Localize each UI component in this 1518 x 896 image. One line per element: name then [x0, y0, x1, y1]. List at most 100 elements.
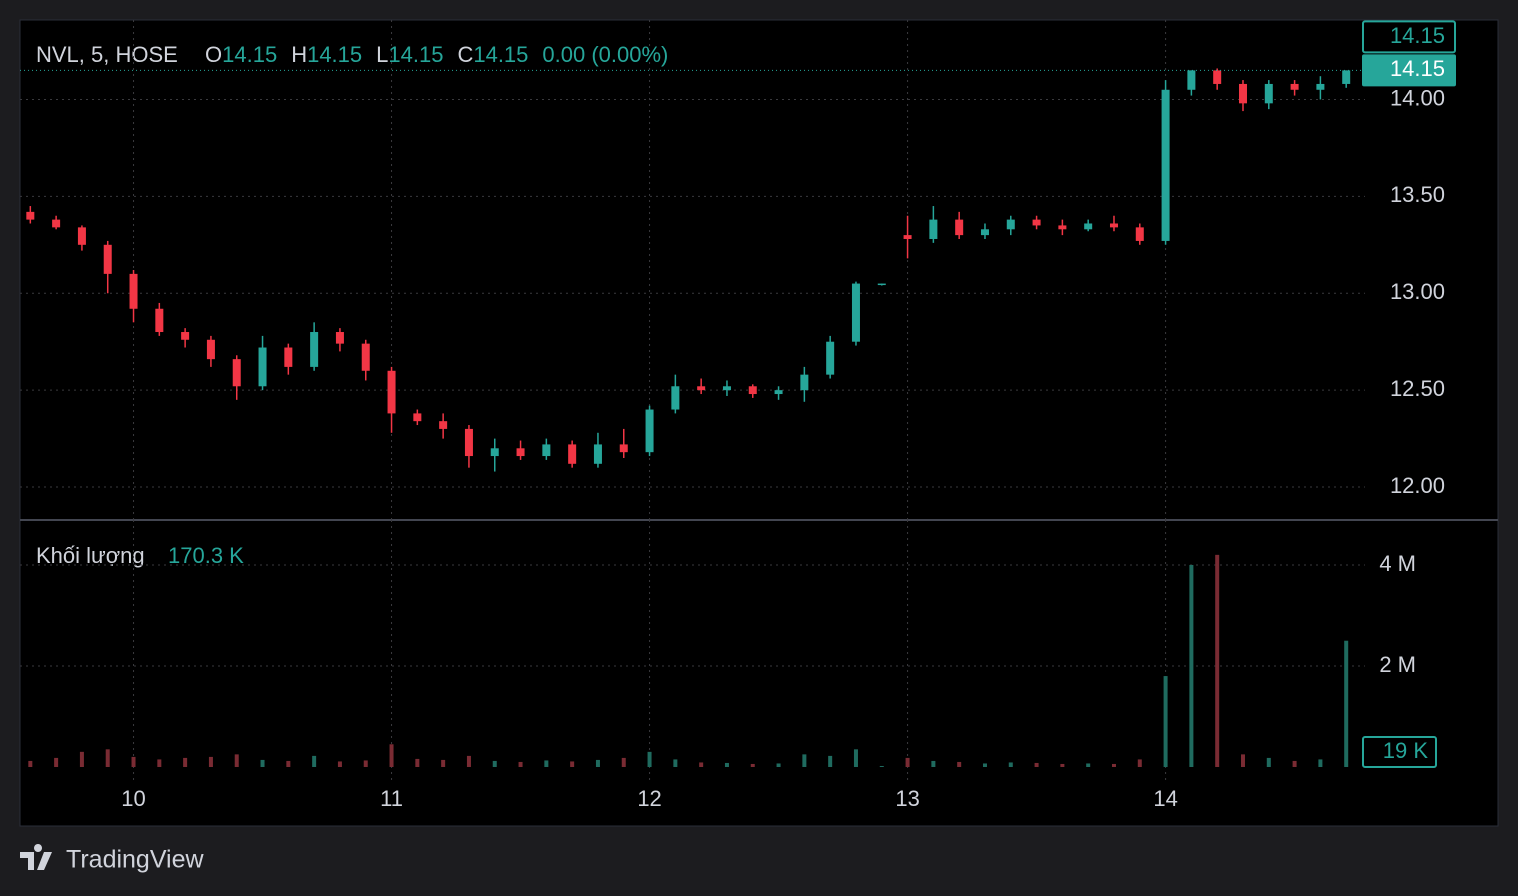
legend-change: 0.00 (0.00%)	[542, 42, 668, 67]
legend-key: L	[376, 42, 388, 67]
candle-body	[439, 421, 448, 429]
candle-body	[516, 448, 525, 457]
volume-bar	[337, 761, 342, 767]
candle-body	[258, 347, 267, 387]
volume-bar	[105, 749, 110, 767]
volume-bar	[1060, 763, 1065, 767]
candle-body	[1316, 83, 1325, 90]
volume-bar	[183, 757, 188, 767]
x-tick-label: 13	[895, 786, 919, 811]
candle-body	[361, 343, 370, 371]
candle-body	[1135, 227, 1144, 241]
volume-bar	[570, 761, 575, 767]
candle-body	[748, 386, 757, 395]
candle-body	[1187, 70, 1196, 90]
volume-bar	[234, 754, 239, 767]
candle-body	[335, 332, 344, 344]
candle-body	[851, 283, 860, 342]
candle-body	[52, 219, 61, 228]
volume-bar	[1344, 640, 1349, 767]
volume-bar	[853, 749, 858, 767]
y-tick-label: 12.50	[1390, 376, 1445, 401]
volume-bar	[1163, 676, 1168, 767]
volume-bar	[415, 758, 420, 767]
y-tick-label: 13.50	[1390, 182, 1445, 207]
volume-bar	[1008, 762, 1013, 767]
volume-bar	[1086, 763, 1091, 767]
chart-frame	[19, 19, 1499, 827]
candle-body	[722, 386, 731, 391]
brand-name: TradingView	[66, 846, 205, 874]
candle-body	[1342, 70, 1351, 84]
legend-value: 14.15	[307, 42, 362, 67]
candle-body	[206, 339, 215, 360]
candle-body	[542, 444, 551, 457]
candle-body	[826, 341, 835, 375]
volume-bar	[828, 755, 833, 767]
volume-bar	[1034, 762, 1039, 767]
candle-body	[697, 386, 706, 391]
volume-bar	[957, 761, 962, 767]
candle-body	[568, 444, 577, 464]
candle-body	[310, 332, 319, 367]
volume-bar	[1266, 757, 1271, 767]
volume-bar	[286, 760, 291, 767]
candle-body	[284, 347, 293, 367]
volume-bar	[28, 760, 33, 767]
volume-bar	[1189, 564, 1194, 767]
x-tick-label: 10	[121, 786, 145, 811]
volume-bar	[518, 761, 523, 767]
price-tag-label: 14.15	[1390, 23, 1445, 48]
legend-key: O	[205, 42, 222, 67]
candle-body	[490, 448, 499, 457]
volume-tag	[1362, 736, 1437, 768]
candle-body	[387, 370, 396, 414]
symbol: NVL, 5, HOSE	[36, 42, 178, 67]
candle-body	[1238, 83, 1247, 104]
price-tag-outline	[1362, 20, 1456, 54]
volume-bar	[931, 760, 936, 767]
volume-bar	[905, 757, 910, 767]
y-tick-label: 14.00	[1390, 85, 1445, 110]
candle-body	[1006, 219, 1015, 230]
candle-body	[1109, 223, 1118, 228]
candle-body	[1290, 83, 1299, 90]
volume-bar	[750, 763, 755, 767]
volume-bar	[79, 751, 84, 767]
legend-value: 14.15	[388, 42, 443, 67]
volume-bar	[647, 751, 652, 767]
legend-key: C	[457, 42, 473, 67]
candle-body	[464, 428, 473, 457]
volume-bar	[1215, 554, 1220, 767]
volume-bar	[621, 757, 626, 767]
volume-bar	[699, 762, 704, 767]
volume-bar	[157, 759, 162, 767]
candle-body	[155, 308, 164, 333]
volume-bar	[260, 759, 265, 767]
x-tick-label: 14	[1153, 786, 1177, 811]
y-tick-label: 12.00	[1390, 473, 1445, 498]
candle-body	[903, 235, 912, 239]
volume-bar	[673, 759, 678, 767]
candle-body	[645, 409, 654, 453]
candle-body	[980, 229, 989, 236]
volume-bar	[1111, 763, 1116, 767]
y-tick-label: 13.00	[1390, 279, 1445, 304]
brand-logo	[20, 844, 52, 870]
candle-body	[103, 244, 112, 274]
candle-body	[1058, 225, 1067, 230]
candle-body	[955, 219, 964, 236]
price-tag-label: 14.15	[1390, 56, 1445, 81]
candle-body	[1213, 70, 1222, 84]
volume-bar	[879, 765, 884, 767]
y-tick-label: 2 M	[1379, 652, 1416, 677]
volume-bar	[389, 744, 394, 767]
volume-bar	[54, 757, 59, 767]
candle-body	[877, 283, 886, 286]
candle-body	[1264, 83, 1273, 104]
volume-bar	[208, 756, 213, 767]
volume-bar	[595, 759, 600, 767]
volume-bar	[312, 755, 317, 767]
volume-bar	[441, 759, 446, 767]
y-tick-label: 4 M	[1379, 551, 1416, 576]
